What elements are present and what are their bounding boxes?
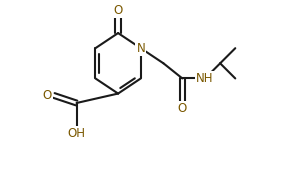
- Text: OH: OH: [68, 127, 86, 140]
- Text: O: O: [113, 4, 123, 17]
- Text: O: O: [178, 102, 187, 115]
- Text: N: N: [136, 42, 145, 55]
- Text: NH: NH: [196, 72, 214, 85]
- Text: O: O: [43, 89, 52, 102]
